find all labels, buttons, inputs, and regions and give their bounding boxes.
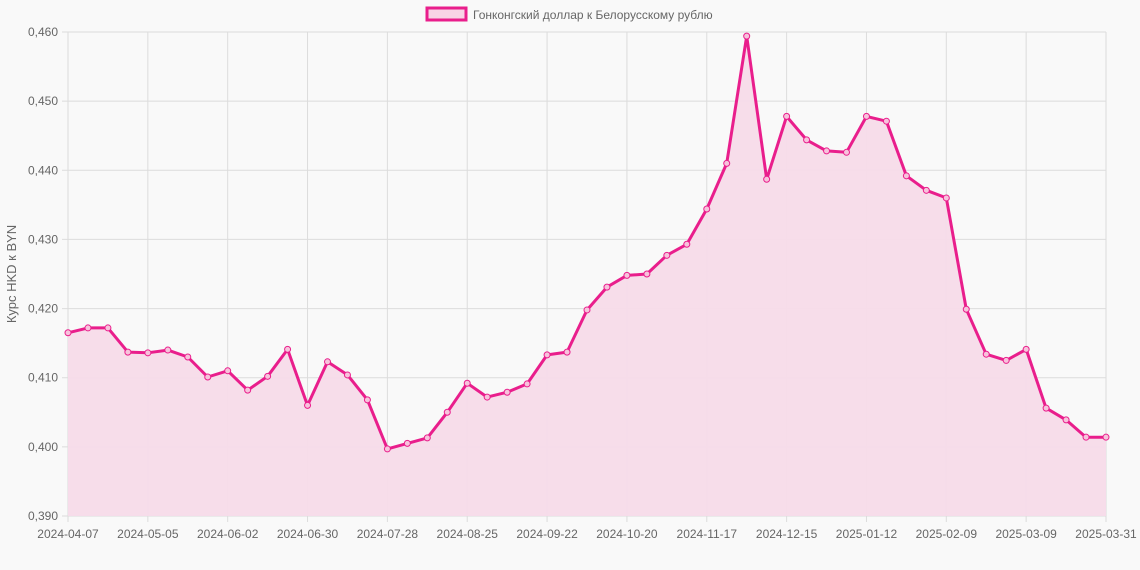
data-point[interactable] — [403, 439, 411, 447]
data-point[interactable] — [1022, 345, 1030, 353]
data-point[interactable] — [902, 172, 910, 180]
x-tick-label: 2024-07-28 — [357, 527, 419, 541]
data-point[interactable] — [463, 379, 471, 387]
y-tick-label: 0,440 — [28, 163, 58, 177]
x-tick-label: 2024-06-02 — [197, 527, 259, 541]
data-point[interactable] — [1042, 404, 1050, 412]
x-tick-label: 2025-03-31 — [1075, 527, 1137, 541]
data-point[interactable] — [982, 350, 990, 358]
data-point[interactable] — [703, 205, 711, 213]
y-tick-label: 0,420 — [28, 302, 58, 316]
data-point[interactable] — [583, 306, 591, 314]
data-point[interactable] — [284, 345, 292, 353]
data-point[interactable] — [324, 358, 331, 366]
x-axis-ticks: 2024-04-07 2024-05-05 2024-06-02 2024-06-30… — [37, 527, 1137, 541]
x-tick-label: 2024-11-17 — [677, 527, 738, 541]
data-point[interactable] — [523, 380, 531, 388]
data-point[interactable] — [723, 159, 731, 167]
data-point[interactable] — [244, 386, 252, 394]
data-point[interactable] — [643, 270, 651, 278]
data-point[interactable] — [922, 186, 930, 194]
data-point[interactable] — [304, 401, 312, 409]
y-tick-label: 0,400 — [28, 440, 58, 454]
data-point[interactable] — [843, 148, 850, 156]
data-point[interactable] — [64, 329, 72, 337]
y-tick-label: 0,430 — [28, 232, 58, 246]
data-point[interactable] — [942, 194, 950, 202]
x-tick-label: 2024-10-20 — [596, 527, 658, 541]
data-point[interactable] — [144, 349, 152, 357]
data-point[interactable] — [204, 373, 212, 381]
data-point[interactable] — [563, 348, 571, 356]
data-point[interactable] — [503, 388, 511, 396]
data-point[interactable] — [104, 324, 112, 332]
x-tick-label: 2024-12-15 — [756, 527, 818, 541]
x-tick-label: 2024-04-07 — [37, 527, 99, 541]
data-point[interactable] — [483, 393, 491, 401]
x-tick-label: 2024-09-22 — [516, 527, 578, 541]
data-point[interactable] — [543, 351, 551, 359]
data-points — [64, 32, 1110, 453]
data-point[interactable] — [962, 305, 970, 313]
data-point[interactable] — [763, 175, 771, 183]
y-tick-label: 0,390 — [28, 509, 58, 523]
data-point[interactable] — [663, 251, 671, 259]
data-point[interactable] — [84, 324, 92, 332]
data-point[interactable] — [224, 367, 232, 375]
x-tick-label: 2025-03-09 — [995, 527, 1057, 541]
data-point[interactable] — [603, 283, 611, 291]
data-point[interactable] — [1102, 433, 1110, 441]
legend-label[interactable]: Гонконгский доллар к Белорусскому рублю — [473, 8, 713, 22]
data-point[interactable] — [1002, 356, 1010, 364]
x-tick-label: 2024-08-25 — [437, 527, 499, 541]
data-point[interactable] — [803, 136, 811, 144]
data-point[interactable] — [124, 348, 132, 356]
data-point[interactable] — [1082, 433, 1090, 441]
data-point[interactable] — [264, 372, 272, 380]
data-point[interactable] — [683, 240, 691, 248]
data-point[interactable] — [383, 445, 391, 453]
data-point[interactable] — [862, 112, 870, 120]
data-point[interactable] — [164, 346, 172, 354]
data-point[interactable] — [783, 112, 791, 120]
data-point[interactable] — [443, 408, 451, 416]
x-tick-label: 2024-05-05 — [117, 527, 179, 541]
legend[interactable]: Гонконгский доллар к Белорусскому рублю — [425, 6, 713, 22]
data-point[interactable] — [1062, 416, 1070, 424]
x-tick-label: 2025-02-09 — [916, 527, 978, 541]
y-tick-label: 0,460 — [28, 25, 58, 39]
data-point[interactable] — [623, 271, 631, 279]
y-axis-ticks: 0,460 0,450 0,440 0,430 0,420 0,410 0,400 0,390 — [28, 25, 58, 523]
data-point[interactable] — [823, 147, 831, 155]
y-tick-label: 0,410 — [28, 371, 58, 385]
data-point[interactable] — [423, 434, 431, 442]
data-point[interactable] — [343, 371, 351, 379]
data-point[interactable] — [363, 396, 371, 404]
x-tick-label: 2024-06-30 — [277, 527, 339, 541]
legend-swatch[interactable] — [425, 6, 468, 22]
area-fill — [68, 36, 1106, 516]
data-point[interactable] — [882, 117, 890, 125]
y-tick-label: 0,450 — [28, 94, 58, 108]
x-tick-label: 2025-01-12 — [836, 527, 898, 541]
y-axis-label: Курс HKD к BYN — [4, 225, 19, 323]
data-point[interactable] — [743, 32, 751, 40]
data-point[interactable] — [184, 353, 192, 361]
